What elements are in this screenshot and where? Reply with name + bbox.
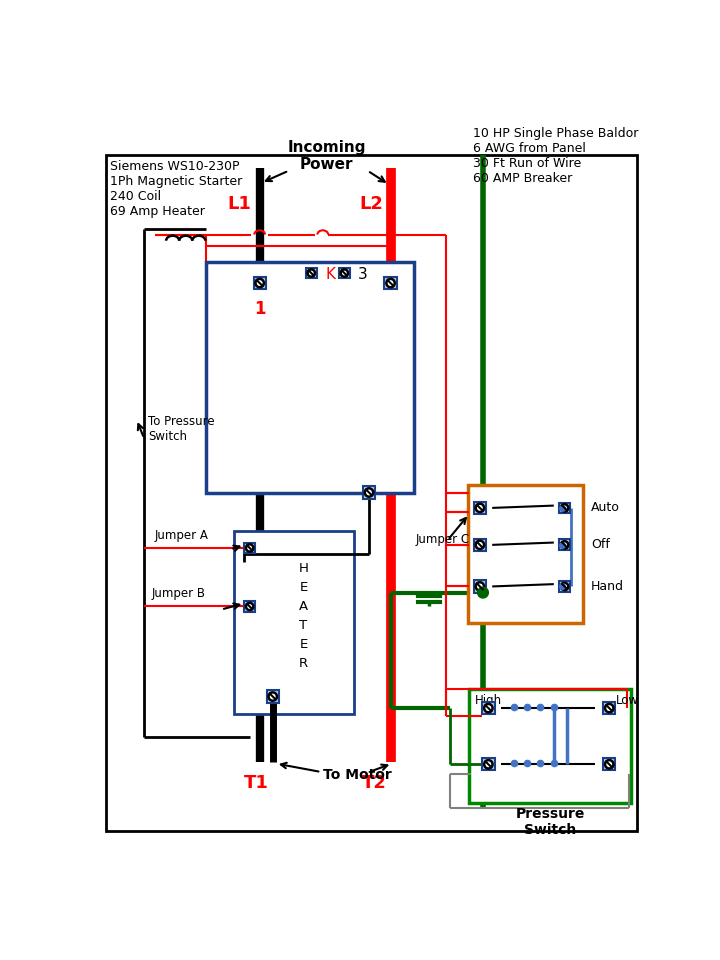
Text: 10 HP Single Phase Baldor
6 AWG from Panel
30 Ft Run of Wire
60 AMP Breaker: 10 HP Single Phase Baldor 6 AWG from Pan… — [473, 127, 639, 184]
Circle shape — [269, 692, 277, 701]
Circle shape — [341, 270, 348, 276]
Text: Jumper A: Jumper A — [155, 529, 209, 541]
Bar — [559, 540, 570, 550]
Text: Incoming
Power: Incoming Power — [287, 140, 366, 172]
Text: L1: L1 — [228, 195, 251, 212]
Circle shape — [246, 544, 253, 552]
Bar — [559, 581, 570, 591]
Text: High: High — [474, 694, 502, 708]
Text: Jumper C: Jumper C — [415, 533, 469, 545]
Text: H
E
A
T
E
R: H E A T E R — [299, 562, 308, 670]
Bar — [234, 531, 354, 714]
Text: K: K — [325, 267, 335, 282]
Text: Off: Off — [590, 539, 610, 551]
Bar — [467, 485, 583, 623]
Bar — [482, 702, 495, 714]
Circle shape — [476, 540, 484, 549]
Circle shape — [476, 583, 484, 590]
Circle shape — [256, 278, 264, 287]
Bar — [266, 690, 279, 703]
Bar — [474, 502, 486, 514]
Text: Pressure
Switch: Pressure Switch — [516, 806, 585, 837]
Text: Siemens WS10-230P
1Ph Magnetic Starter
240 Coil
69 Amp Heater: Siemens WS10-230P 1Ph Magnetic Starter 2… — [110, 160, 243, 218]
Text: T2: T2 — [362, 774, 387, 792]
Bar — [339, 268, 350, 278]
Bar — [603, 758, 616, 771]
Circle shape — [484, 760, 492, 769]
Text: L2: L2 — [359, 195, 383, 212]
Text: Low: Low — [616, 694, 639, 708]
Bar — [474, 539, 486, 551]
Bar — [482, 758, 495, 771]
Bar — [384, 276, 397, 289]
Bar — [474, 580, 486, 592]
Circle shape — [605, 760, 613, 769]
Text: To Pressure
Switch: To Pressure Switch — [148, 416, 215, 444]
Bar — [253, 276, 266, 289]
Circle shape — [365, 489, 373, 496]
Text: Hand: Hand — [590, 580, 624, 593]
Circle shape — [476, 504, 484, 512]
Circle shape — [561, 583, 568, 590]
Bar — [306, 268, 317, 278]
Circle shape — [387, 278, 395, 287]
Text: Jumper B: Jumper B — [152, 588, 206, 600]
Bar — [363, 487, 375, 498]
Text: T1: T1 — [244, 774, 269, 792]
Bar — [206, 261, 414, 492]
Bar — [469, 689, 631, 803]
Bar — [244, 601, 255, 612]
Text: 3: 3 — [357, 267, 367, 282]
Bar — [559, 502, 570, 514]
Bar — [603, 702, 616, 714]
Circle shape — [605, 704, 613, 712]
Circle shape — [307, 270, 315, 276]
Circle shape — [246, 603, 253, 611]
Text: To Motor: To Motor — [323, 768, 392, 782]
Text: Auto: Auto — [590, 501, 620, 515]
Circle shape — [561, 504, 568, 512]
Bar — [244, 542, 255, 553]
Circle shape — [477, 588, 488, 598]
Circle shape — [561, 541, 568, 548]
Text: 1: 1 — [254, 300, 266, 318]
Circle shape — [484, 704, 492, 712]
